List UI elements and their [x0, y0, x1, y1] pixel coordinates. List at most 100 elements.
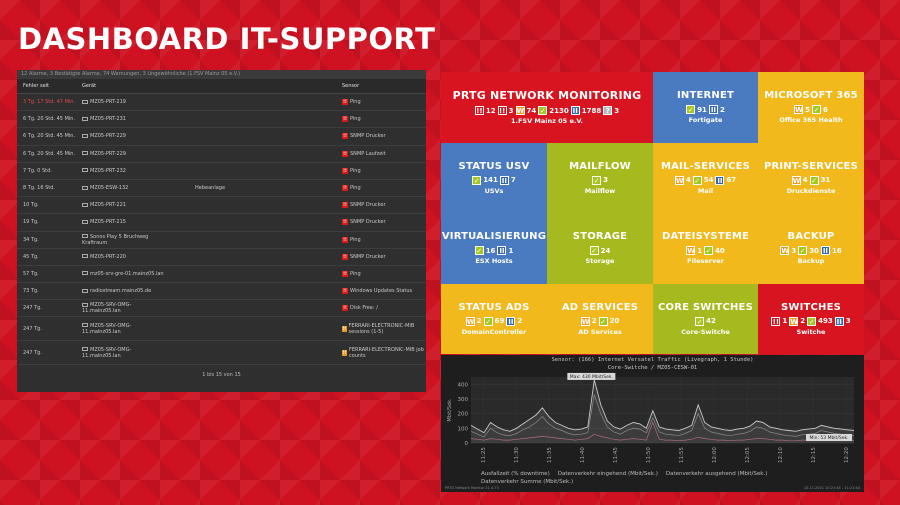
row-device[interactable]: MZ05-PRT-219: [82, 99, 167, 105]
x-tick-label: 11:30: [514, 447, 520, 463]
header-sensor[interactable]: Sensor: [342, 83, 360, 89]
badge-count: 3: [845, 317, 851, 326]
table-row[interactable]: 19 Tg. MZ05-PRT-215!! SNMP Drucker: [17, 214, 426, 232]
pause-status-icon: II: [715, 175, 725, 185]
row-sensor[interactable]: SNMP Drucker: [350, 219, 386, 226]
row-device[interactable]: MZ05-PRT-231: [82, 116, 167, 122]
row-sensor[interactable]: Disk Free: /: [350, 305, 378, 312]
row-since: 6 Tg. 20 Std. 45 Min.: [23, 150, 76, 157]
row-device[interactable]: MZ05-PRT-215: [82, 219, 167, 225]
row-device[interactable]: Sonos Play 5 Bruchweg Kraftraum: [82, 234, 167, 246]
row-sensor[interactable]: SNMP Drucker: [350, 253, 386, 260]
row-device-label: MZ05-SRV-OMG-11.mainz05.lan: [82, 302, 132, 315]
y-tick-label: 300: [458, 397, 469, 403]
badge-count: 2: [800, 317, 806, 326]
row-sensor[interactable]: SNMP Laufzeit: [350, 150, 386, 157]
legend-in: Datenverkehr eingehend (Mbit/Sek.): [557, 471, 658, 477]
sensor-status-icon: !!: [342, 150, 348, 157]
table-row[interactable]: 6 Tg. 20 Std. 45 Min. MZ05-PRT-231!! Ping: [17, 111, 426, 129]
row-device[interactable]: MZ05-PRT-229: [82, 151, 167, 157]
table-row[interactable]: 8 Tg. 16 Std. MZ05-ESW-132 Hebeanlage!! Pin…: [17, 180, 426, 198]
badge-count: 42: [706, 317, 716, 326]
tile-mail-services[interactable]: MAIL-SERVICES W 4 ✓ 54 II 67 Mail: [653, 142, 758, 213]
tile-storage[interactable]: STORAGE ✓ 24 Storage: [547, 213, 653, 284]
row-sensor[interactable]: Ping: [350, 99, 361, 106]
sensor-status-icon: !!: [342, 349, 347, 356]
row-sensor[interactable]: Ping: [350, 167, 361, 174]
tile-prtg-network-monitoring[interactable]: PRTG NETWORK MONITORING!! 12!! 3 W 74 ✓ 2130 II…: [441, 72, 653, 143]
row-sensor[interactable]: SNMP Drucker: [350, 133, 386, 140]
table-row[interactable]: 73 Tg. radiostream.mainz05.de!! Windows Up…: [17, 283, 426, 301]
row-since: 57 Tg.: [23, 270, 39, 277]
tile-ad-services[interactable]: AD SERVICES W 2 ✓ 20 AD Services: [547, 283, 653, 354]
badge-count: 2130: [549, 106, 569, 115]
pause-status-icon: II: [497, 246, 507, 256]
badge-count: 1: [697, 246, 703, 255]
row-sensor[interactable]: Ping: [350, 185, 361, 192]
row-sensor[interactable]: FERRARI-ELECTRONIC-MIB sessions (1-5): [348, 322, 415, 335]
header-since[interactable]: Fehler seit: [23, 83, 49, 89]
tile-title: DATEISYSTEME: [661, 231, 750, 243]
x-tick-label: 11:25: [481, 447, 487, 463]
row-device[interactable]: mz05-srv-gre-01.mainz05.lan: [82, 271, 167, 277]
tile-print-services[interactable]: PRINT-SERVICES W 4 ✓ 31 Druckdienste: [758, 142, 864, 213]
device-icon: [82, 254, 88, 259]
row-since: 19 Tg.: [23, 219, 39, 226]
x-tick-label: 11:45: [613, 447, 619, 463]
table-row[interactable]: 3 Tg. 17 Std. 47 Min. MZ05-PRT-219!! Ping: [17, 94, 426, 112]
table-row[interactable]: 10 Tg. MZ05-PRT-221!! SNMP Drucker: [17, 197, 426, 215]
row-device[interactable]: MZ05-SRV-OMG-11.mainz05.lan: [82, 323, 167, 335]
table-header: Fehler seit Gerät Sensor: [17, 79, 426, 94]
row-device[interactable]: MZ05-PRT-220: [82, 254, 167, 260]
table-row[interactable]: 247 Tg. MZ05-SRV-OMG-11.mainz05.lan!! Disk…: [17, 300, 426, 318]
badge-count: 2: [719, 105, 725, 114]
tile-status-usv[interactable]: STATUS USV ✓ 141 II 7 USVs: [441, 142, 547, 213]
sensor-status-icon: !!: [342, 288, 348, 295]
row-device[interactable]: MZ05-ESW-132: [82, 185, 167, 191]
row-sensor[interactable]: Ping: [350, 236, 361, 243]
row-sensor[interactable]: Windows Updates Status: [350, 288, 413, 295]
table-row[interactable]: 247 Tg. MZ05-SRV-OMG-11.mainz05.lan!! FERR…: [17, 317, 426, 342]
row-device[interactable]: radiostream.mainz05.de: [82, 288, 167, 294]
table-row[interactable]: 247 Tg. MZ05-SRV-OMG-11.mainz05.lan!! FERR…: [17, 341, 426, 366]
row-device[interactable]: MZ05-PRT-221: [82, 202, 167, 208]
tile-core-switches[interactable]: CORE SWITCHES ✓ 42 Core-Switche: [653, 283, 758, 354]
tile-title: PRINT-SERVICES: [764, 160, 858, 172]
row-sensor[interactable]: FERRARI-ELECTRONIC-MIB job counts: [348, 346, 424, 359]
badge-count: 5: [805, 105, 810, 114]
table-row[interactable]: 7 Tg. 0 Std. MZ05-PRT-232!! Ping: [17, 163, 426, 180]
row-device[interactable]: MZ05-PRT-232: [82, 168, 167, 174]
table-row[interactable]: 57 Tg. mz05-srv-gre-01.mainz05.lan!! Ping: [17, 266, 426, 284]
tile-virtualisierung[interactable]: VIRTUALISIERUNG ✓ 16 II 1 ESX Hosts: [441, 213, 547, 284]
row-sensor[interactable]: Ping: [350, 270, 361, 277]
tile-status-ads[interactable]: STATUS ADS W 2 ✓ 69 II 2 DomainController: [441, 283, 547, 354]
row-since: 247 Tg.: [23, 305, 42, 312]
table-row[interactable]: 45 Tg. MZ05-PRT-220!! SNMP Drucker: [17, 249, 426, 266]
status-tile-grid: PRTG NETWORK MONITORING!! 12!! 3 W 74 ✓ 2130 II…: [441, 72, 864, 354]
row-device[interactable]: MZ05-PRT-229: [82, 133, 167, 139]
row-sensor[interactable]: SNMP Drucker: [350, 202, 386, 209]
tile-backup[interactable]: BACKUP W 3 ✓ 30 II 16 Backup: [758, 213, 864, 284]
device-icon: [82, 347, 88, 352]
tile-mailflow[interactable]: MAILFLOW ✓ 3 Mailflow: [547, 142, 653, 213]
tile-switches[interactable]: SWITCHES!! 1 W 2 ✓ 493 II 3 Switche: [758, 283, 864, 354]
row-device[interactable]: MZ05-SRV-OMG-11.mainz05.lan: [82, 347, 167, 359]
tile-subtitle: Mailflow: [584, 186, 616, 195]
tile-microsoft-365[interactable]: MICROSOFT 365 W 5 ✓ 6 Office 365 Health: [758, 72, 864, 143]
device-icon: [82, 234, 88, 239]
x-tick-label: 12:10: [778, 447, 784, 463]
table-row[interactable]: 6 Tg. 20 Std. 45 Min. MZ05-PRT-229!! SNMP …: [17, 128, 426, 146]
header-device[interactable]: Gerät: [82, 83, 97, 89]
row-device-label: MZ05-PRT-215: [90, 219, 126, 226]
row-device[interactable]: MZ05-SRV-OMG-11.mainz05.lan: [82, 302, 167, 314]
table-row[interactable]: 34 Tg. Sonos Play 5 Bruchweg Kraftraum!! P…: [17, 232, 426, 249]
max-label-box: [567, 372, 616, 380]
table-row[interactable]: 6 Tg. 20 Std. 45 Min. MZ05-PRT-229!! SNMP …: [17, 146, 426, 163]
device-icon: [82, 185, 88, 190]
row-sensor[interactable]: Ping: [350, 116, 361, 123]
graph-legend: Ausfallzeit (% downtime) Datenverkehr ei…: [481, 471, 767, 477]
sensor-status-icon: !!: [342, 236, 348, 243]
tile-dateisysteme[interactable]: DATEISYSTEME W 1 ✓ 40 Fileserver: [653, 213, 758, 284]
badge-count: 31: [820, 176, 831, 185]
tile-internet[interactable]: INTERNET ✓ 91 II 2 Fortigate: [653, 72, 758, 143]
